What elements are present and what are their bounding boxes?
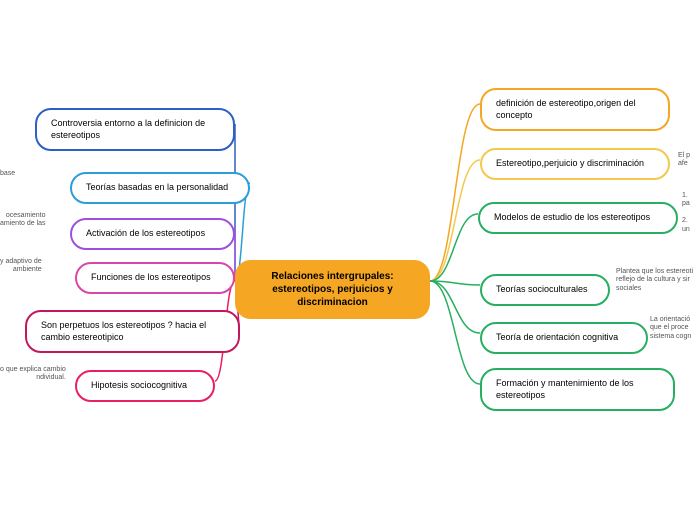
left-node-label-3: Funciones de los estereotipos — [91, 272, 211, 284]
left-node-label-1: Teorías basadas en la personalidad — [86, 182, 228, 194]
right-node-2[interactable]: Modelos de estudio de los estereotipos — [478, 202, 678, 234]
left-node-label-5: Hipotesis sociocognitiva — [91, 380, 187, 392]
left-node-label-2: Activación de los estereotipos — [86, 228, 205, 240]
left-node-5[interactable]: Hipotesis sociocognitiva — [75, 370, 215, 402]
right-note-1: El pafe — [678, 152, 690, 169]
center-line2: estereotipos, perjuicios y discriminacio… — [272, 284, 393, 308]
right-node-5[interactable]: Formación y mantenimiento de los estereo… — [480, 368, 675, 411]
right-node-4[interactable]: Teoría de orientación cognitiva — [480, 322, 648, 354]
left-node-label-4: Son perpetuos los estereotipos ? hacia e… — [41, 320, 224, 343]
center-node[interactable]: Relaciones intergrupales: estereotipos, p… — [235, 260, 430, 319]
center-line1: Relaciones intergrupales: — [271, 271, 393, 282]
right-node-1[interactable]: Estereotipo,perjuicio y discriminación — [480, 148, 670, 180]
left-note-1: base — [0, 170, 15, 178]
right-node-label-5: Formación y mantenimiento de los estereo… — [496, 378, 659, 401]
right-node-0[interactable]: definición de estereotipo,origen del con… — [480, 88, 670, 131]
left-note-3: y adaptivo deambiente — [0, 258, 42, 275]
right-node-label-1: Estereotipo,perjuicio y discriminación — [496, 158, 644, 170]
left-note-5: o que explica cambiondividual. — [0, 366, 66, 383]
right-node-3[interactable]: Teorías socioculturales — [480, 274, 610, 306]
right-node-label-4: Teoría de orientación cognitiva — [496, 332, 618, 344]
right-node-label-2: Modelos de estudio de los estereotipos — [494, 212, 650, 224]
left-node-3[interactable]: Funciones de los estereotipos — [75, 262, 235, 294]
left-node-2[interactable]: Activación de los estereotipos — [70, 218, 235, 250]
right-node-label-3: Teorías socioculturales — [496, 284, 588, 296]
left-note-2: ocesamientoamiento de las — [0, 212, 46, 229]
right-note-3: Plantea que los estereotireflejo de la c… — [616, 268, 693, 293]
right-node-label-0: definición de estereotipo,origen del con… — [496, 98, 654, 121]
right-note-2: 1.pa 2.un — [682, 192, 690, 234]
left-node-label-0: Controversia entorno a la definicion de … — [51, 118, 219, 141]
right-note-4: La orientacióque el procesistema cogn — [650, 316, 691, 341]
mindmap-canvas: Relaciones intergrupales: estereotipos, p… — [0, 0, 696, 520]
left-node-4[interactable]: Son perpetuos los estereotipos ? hacia e… — [25, 310, 240, 353]
left-node-0[interactable]: Controversia entorno a la definicion de … — [35, 108, 235, 151]
left-node-1[interactable]: Teorías basadas en la personalidad — [70, 172, 250, 204]
